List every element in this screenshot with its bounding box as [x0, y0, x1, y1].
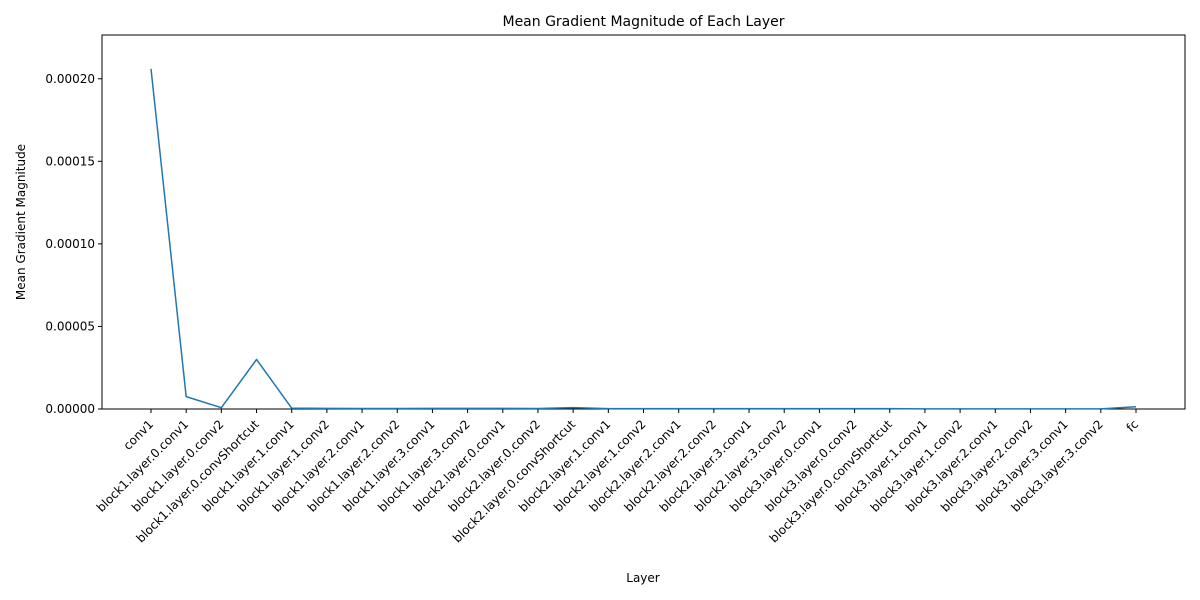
y-tick-label: 0.00000 [45, 402, 95, 416]
y-tick-label: 0.00020 [45, 72, 95, 86]
y-tick-label: 0.00010 [45, 237, 95, 251]
x-axis: conv1block1.layer.0.conv1block1.layer.0.… [94, 409, 1141, 545]
series-line [150, 68, 1137, 410]
y-axis-label: Mean Gradient Magnitude [14, 144, 28, 300]
x-tick-label: fc [1124, 417, 1142, 435]
y-axis: 0.00000 0.00005 0.00010 0.00015 0.00020 [45, 72, 102, 416]
plot-area [101, 34, 1186, 410]
y-tick-label: 0.00015 [45, 154, 95, 168]
chart-title: Mean Gradient Magnitude of Each Layer [502, 14, 784, 30]
y-tick-label: 0.00005 [45, 319, 95, 333]
x-axis-label: Layer [626, 571, 660, 585]
plot-frame [101, 34, 1186, 410]
